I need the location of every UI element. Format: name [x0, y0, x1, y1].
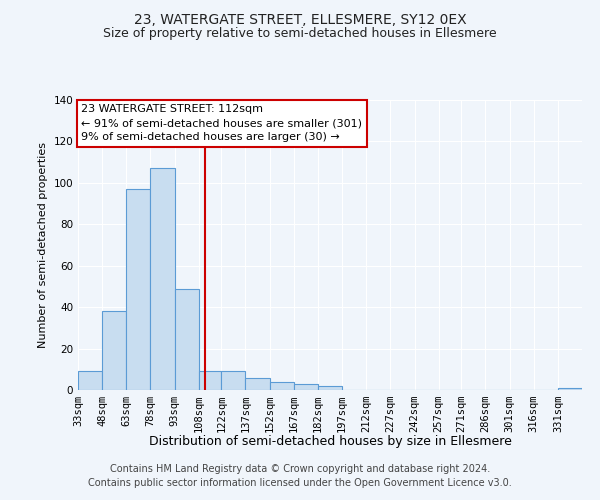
Text: 23, WATERGATE STREET, ELLESMERE, SY12 0EX: 23, WATERGATE STREET, ELLESMERE, SY12 0E… [134, 12, 466, 26]
Bar [245, 378, 269, 390]
Bar [269, 382, 294, 390]
Bar [102, 312, 127, 390]
Bar [127, 189, 151, 390]
Bar [318, 386, 342, 390]
Bar [175, 288, 199, 390]
Text: Size of property relative to semi-detached houses in Ellesmere: Size of property relative to semi-detach… [103, 28, 497, 40]
X-axis label: Distribution of semi-detached houses by size in Ellesmere: Distribution of semi-detached houses by … [149, 435, 511, 448]
Text: Contains HM Land Registry data © Crown copyright and database right 2024.
Contai: Contains HM Land Registry data © Crown c… [88, 464, 512, 487]
Bar [221, 372, 245, 390]
Bar [558, 388, 582, 390]
Y-axis label: Number of semi-detached properties: Number of semi-detached properties [38, 142, 48, 348]
Bar [199, 372, 221, 390]
Bar [78, 372, 102, 390]
Text: 23 WATERGATE STREET: 112sqm
← 91% of semi-detached houses are smaller (301)
9% o: 23 WATERGATE STREET: 112sqm ← 91% of sem… [81, 104, 362, 142]
Bar [294, 384, 318, 390]
Bar [151, 168, 175, 390]
